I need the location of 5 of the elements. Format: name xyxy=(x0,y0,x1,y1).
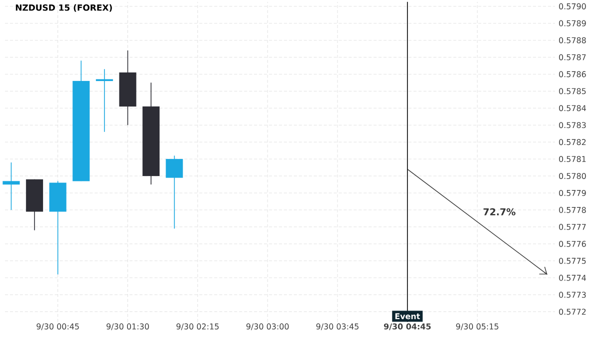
chart-title: NZDUSD 15 (FOREX) xyxy=(16,4,112,12)
annotation: 72.7% xyxy=(484,208,516,216)
candlestick xyxy=(166,155,183,230)
candlestick xyxy=(2,162,20,210)
candlestick xyxy=(96,68,113,132)
